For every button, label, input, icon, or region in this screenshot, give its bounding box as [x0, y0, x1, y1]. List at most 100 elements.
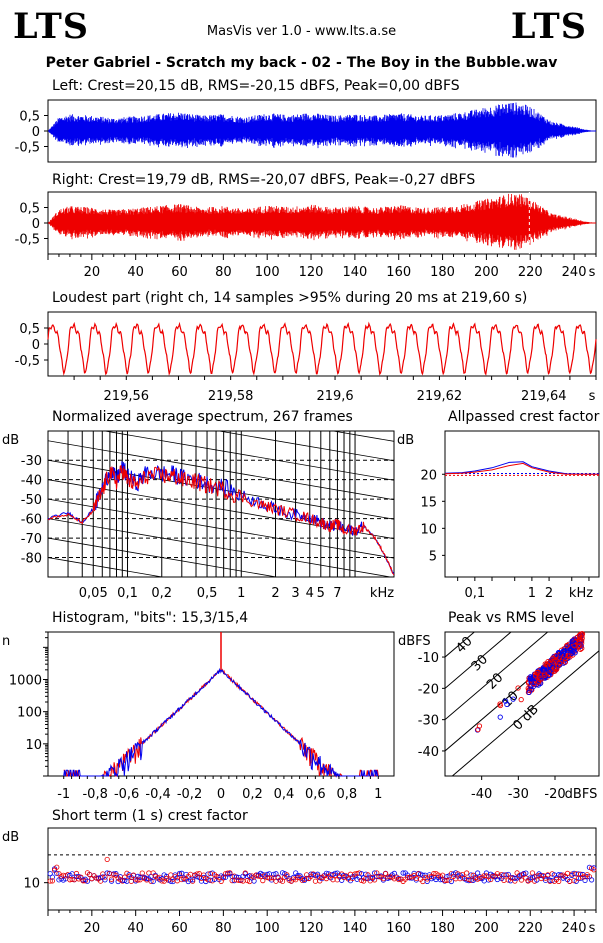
crest-line — [451, 650, 599, 776]
x-tick-label: 80 — [215, 921, 232, 936]
histogram-series — [63, 667, 379, 778]
crest-point — [260, 878, 266, 884]
x-tick-label: 180 — [430, 265, 455, 280]
crest-point — [238, 877, 244, 884]
x-tick-label: 20 — [84, 265, 101, 280]
y-tick-label: -0,5 — [15, 141, 40, 156]
y-tick-label: -0,5 — [15, 233, 40, 248]
x-unit-label: kHz — [370, 586, 394, 601]
x-tick-label: 240 — [562, 921, 587, 936]
x-tick-label: 2 — [271, 586, 279, 601]
x-tick-label: 120 — [299, 921, 324, 936]
crest-point — [485, 877, 492, 883]
left-title: Left: Crest=20,15 dB, RMS=-20,15 dBFS, P… — [52, 78, 460, 94]
scatter-point — [569, 638, 575, 644]
y-tick-label: 0,5 — [19, 110, 40, 125]
crest-point — [529, 870, 536, 876]
x-tick-label: 0,05 — [79, 586, 108, 601]
x-tick-label: 220 — [518, 265, 543, 280]
y-axis-label: dB — [397, 433, 414, 448]
crest-point — [174, 878, 180, 884]
crest-point — [139, 870, 145, 876]
crest-point — [54, 864, 60, 870]
slope-line — [48, 440, 394, 501]
x-tick-label: -40 — [471, 787, 492, 802]
scatter-point — [546, 668, 552, 675]
waveform-trace — [48, 193, 595, 250]
crest-point — [304, 875, 310, 881]
slope-line — [48, 479, 394, 540]
scatter-point — [577, 642, 583, 649]
scatter-point — [497, 702, 503, 709]
slope-line — [48, 498, 394, 559]
scatter-point — [526, 689, 532, 696]
x-tick-label: -0,6 — [114, 787, 139, 802]
crest-point — [523, 870, 529, 876]
x-tick-label: 60 — [171, 265, 188, 280]
slope-line — [48, 537, 279, 577]
scatter-point — [560, 648, 566, 654]
allpass-chart: dB 20 15 10 5 0,1 1 2 kHz — [397, 430, 600, 601]
x-tick-label: 40 — [127, 921, 144, 936]
y-tick-label: 0,5 — [19, 202, 40, 217]
crest-point — [84, 878, 91, 884]
crest-point — [104, 856, 110, 863]
x-tick-label: 219,56 — [104, 389, 150, 404]
crest-point — [538, 872, 544, 878]
x-tick-label: 1 — [374, 787, 382, 802]
x-tick-label: 140 — [342, 265, 367, 280]
y-tick-label: -70 — [21, 532, 42, 547]
x-tick-label: 0,1 — [464, 586, 485, 601]
track-title: Peter Gabriel - Scratch my back - 02 - T… — [45, 55, 558, 71]
crest-label: 40 — [453, 634, 475, 656]
allpass-title: Allpassed crest factor — [448, 409, 600, 425]
crest-point — [575, 875, 582, 882]
x-tick-label: 220 — [518, 921, 543, 936]
crest-point — [54, 870, 60, 876]
slope-line — [331, 431, 394, 442]
y-tick-label: -30 — [418, 714, 439, 729]
crest-point — [503, 872, 509, 878]
scatter-point — [534, 672, 540, 678]
x-tick-label: 100 — [255, 921, 280, 936]
scatter-point — [579, 635, 585, 641]
x-tick-label: 0,5 — [197, 586, 218, 601]
x-tick-label: 3 — [291, 586, 299, 601]
scatter-point — [515, 685, 521, 691]
x-tick-label: 0,8 — [336, 787, 357, 802]
x-tick-label: 40 — [127, 265, 144, 280]
y-tick-label: 10 — [23, 877, 40, 892]
crest-line — [445, 632, 512, 690]
scatter-point — [504, 701, 510, 707]
x-tick-label: 219,64 — [521, 389, 567, 404]
x-tick-label: 240 — [562, 265, 587, 280]
crest-point — [108, 878, 115, 884]
slope-line — [48, 557, 165, 577]
x-tick-label: 200 — [474, 265, 499, 280]
crest-point — [591, 867, 597, 873]
y-tick-label: -30 — [21, 454, 42, 469]
scatter-point — [541, 670, 547, 676]
x-tick-label: -30 — [508, 787, 529, 802]
scatter-point — [527, 686, 533, 692]
histogram-title: Histogram, "bits": 15,3/15,4 — [52, 610, 249, 626]
scatter-point — [510, 696, 516, 702]
crest-point — [113, 871, 119, 877]
slope-line — [48, 518, 393, 577]
x-tick-label: 20 — [84, 921, 101, 936]
x-tick-label: 160 — [386, 265, 411, 280]
plot-frame — [444, 430, 600, 578]
x-tick-label: 100 — [255, 265, 280, 280]
crest-point — [290, 876, 297, 882]
plot-frame — [444, 631, 600, 777]
crest-point — [251, 878, 257, 884]
shortterm-title: Short term (1 s) crest factor — [52, 808, 248, 824]
x-tick-label: 219,58 — [208, 389, 254, 404]
y-tick-label: -10 — [418, 651, 439, 666]
crest-point — [556, 878, 562, 884]
y-tick-label: -80 — [21, 552, 42, 567]
crest-point — [534, 877, 540, 883]
crest-point — [448, 878, 454, 885]
scatter-point — [502, 698, 509, 704]
x-tick-label: -0,2 — [177, 787, 202, 802]
